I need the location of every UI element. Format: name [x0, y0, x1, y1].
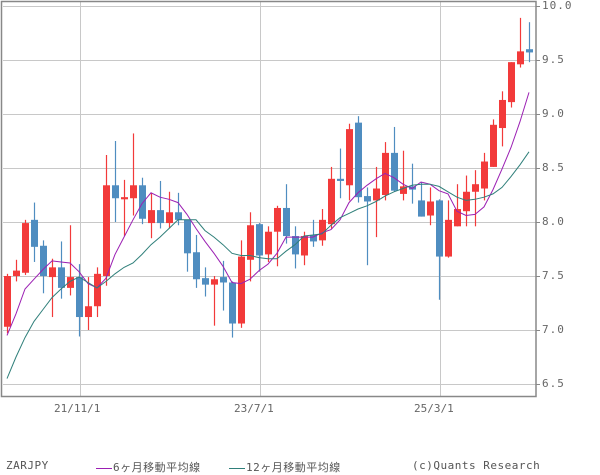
- candle-up: [67, 225, 74, 296]
- candle-up: [517, 17, 524, 68]
- candle-up: [400, 150, 407, 201]
- x-tick-label: 21/11/1: [54, 402, 101, 415]
- candles-layer: [4, 17, 533, 338]
- candle-up: [427, 187, 434, 226]
- candle-down: [220, 260, 227, 311]
- candle-up: [481, 152, 488, 201]
- candle-up: [166, 191, 173, 229]
- candle-up: [463, 175, 470, 227]
- copyright-credit: (c)Quants Research: [412, 459, 541, 472]
- plot-border: [0, 0, 537, 398]
- candle-down: [409, 163, 416, 204]
- candle-down: [184, 219, 191, 272]
- candle-down: [229, 281, 236, 338]
- candle-up: [328, 166, 335, 229]
- y-tick-label: 8.0: [542, 215, 565, 228]
- ma12-line: [6, 151, 530, 379]
- y-tick-label: 7.5: [542, 269, 565, 282]
- candle-down: [256, 223, 263, 272]
- candle-up: [346, 123, 353, 201]
- candle-up: [508, 62, 515, 108]
- candle-down: [364, 187, 371, 266]
- candle-up: [85, 277, 92, 330]
- candle-down: [418, 182, 425, 217]
- candle-up: [382, 142, 389, 201]
- moving-average-lines: [6, 92, 530, 379]
- candle-up: [103, 155, 110, 286]
- legend-ma6: 6ヶ月移動平均線: [96, 459, 201, 475]
- candle-up: [265, 226, 272, 262]
- candle-down: [112, 141, 119, 222]
- candle-up: [22, 219, 29, 275]
- candle-up: [472, 170, 479, 227]
- candle-down: [202, 267, 209, 297]
- candle-down: [283, 184, 290, 244]
- candle-up: [148, 192, 155, 239]
- x-tick-label: 25/3/1: [414, 402, 454, 415]
- candle-up: [13, 259, 20, 282]
- candle-down: [292, 226, 299, 269]
- chart-grid: [3, 1, 540, 396]
- candle-up: [4, 273, 11, 334]
- candle-down: [58, 241, 65, 299]
- candle-down: [76, 264, 83, 337]
- ma6-legend-label: 6ヶ月移動平均線: [113, 461, 201, 474]
- candle-up: [238, 240, 245, 328]
- candle-down: [157, 180, 164, 229]
- candle-down: [139, 177, 146, 225]
- y-tick-label: 9.0: [542, 107, 565, 120]
- candle-up: [445, 200, 452, 258]
- ma6-line: [6, 92, 530, 336]
- symbol-label: ZARJPY: [6, 459, 49, 472]
- candle-up: [247, 212, 254, 282]
- x-tick-label: 23/7/1: [234, 402, 274, 415]
- candle-down: [355, 116, 362, 203]
- candle-up: [274, 205, 281, 267]
- candle-up: [49, 258, 56, 318]
- y-tick-label: 6.5: [542, 377, 565, 390]
- candle-down: [526, 22, 533, 63]
- candle-up: [94, 267, 101, 318]
- y-tick-label: 10.0: [542, 0, 573, 12]
- candle-up: [211, 276, 218, 326]
- legend-ma12: 12ヶ月移動平均線: [229, 459, 341, 475]
- candle-down: [391, 126, 398, 192]
- candle-down: [436, 199, 443, 300]
- candle-down: [175, 192, 182, 226]
- ma6-legend-swatch: [96, 467, 112, 469]
- candle-down: [310, 219, 317, 247]
- plot-frame: [0, 0, 537, 398]
- candle-up: [499, 91, 506, 147]
- y-tick-label: 9.5: [542, 53, 565, 66]
- candle-up: [130, 133, 137, 216]
- ma12-legend-swatch: [229, 467, 245, 469]
- candle-down: [40, 240, 47, 294]
- candle-down: [31, 202, 38, 262]
- y-tick-label: 8.5: [542, 161, 565, 174]
- candle-up: [121, 179, 128, 237]
- candle-up: [319, 209, 326, 246]
- candle-down: [337, 148, 344, 199]
- candle-down: [193, 234, 200, 288]
- candle-up: [454, 184, 461, 227]
- candle-up: [490, 119, 497, 167]
- ma12-legend-label: 12ヶ月移動平均線: [246, 461, 341, 474]
- y-tick-label: 7.0: [542, 323, 565, 336]
